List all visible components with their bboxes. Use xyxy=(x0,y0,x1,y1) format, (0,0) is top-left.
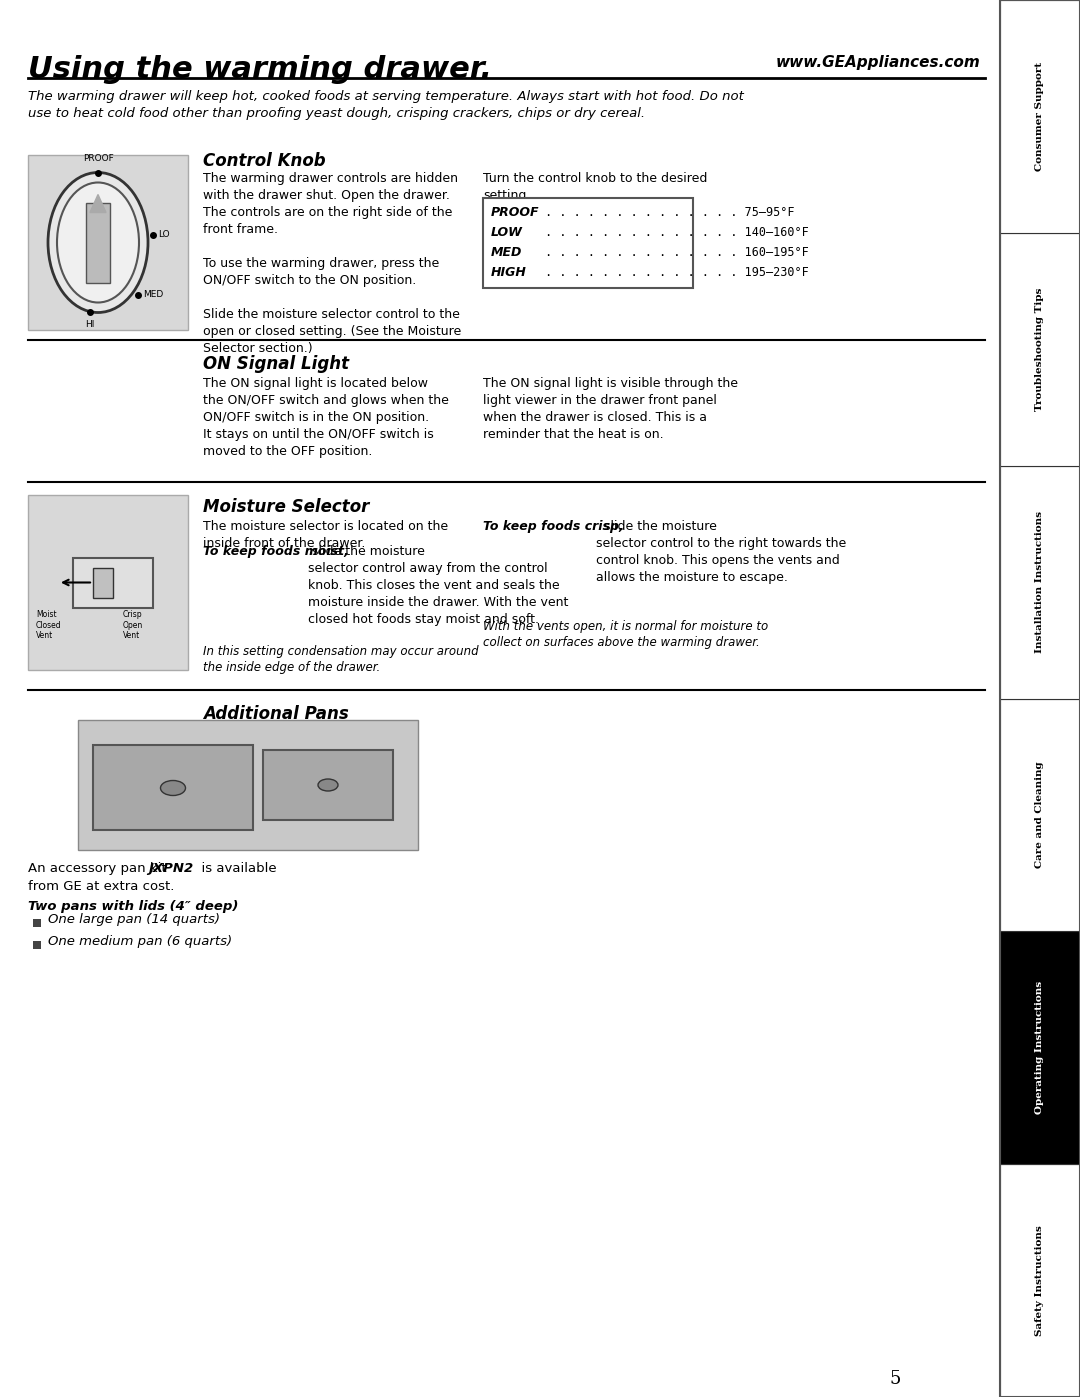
Text: Using the warming drawer.: Using the warming drawer. xyxy=(28,54,492,84)
Text: MED: MED xyxy=(143,291,163,299)
Text: ON Signal Light: ON Signal Light xyxy=(203,355,349,373)
Text: Operating Instructions: Operating Instructions xyxy=(1036,981,1044,1115)
Text: LO: LO xyxy=(158,231,170,239)
Text: is available: is available xyxy=(193,862,276,875)
Text: An accessory pan kit: An accessory pan kit xyxy=(28,862,171,875)
Text: Troubleshooting Tips: Troubleshooting Tips xyxy=(1036,288,1044,411)
Text: Control Knob: Control Knob xyxy=(203,152,326,170)
Text: Additional Pans: Additional Pans xyxy=(203,705,349,724)
Bar xyxy=(86,203,110,282)
Text: Care and Cleaning: Care and Cleaning xyxy=(1036,761,1044,868)
Text: LOW: LOW xyxy=(491,226,523,239)
Text: JXPN2: JXPN2 xyxy=(148,862,193,875)
Bar xyxy=(28,155,188,330)
Bar xyxy=(483,198,693,288)
Text: The warming drawer controls are hidden
with the drawer shut. Open the drawer.
Th: The warming drawer controls are hidden w… xyxy=(203,172,461,355)
Bar xyxy=(33,942,41,949)
Text: In this setting condensation may occur around
the inside edge of the drawer.: In this setting condensation may occur a… xyxy=(203,645,478,673)
Text: MED: MED xyxy=(491,246,523,260)
Text: slide the moisture
selector control to the right towards the
control knob. This : slide the moisture selector control to t… xyxy=(596,520,847,584)
Ellipse shape xyxy=(161,781,186,795)
Bar xyxy=(1000,0,1080,1397)
Text: HI: HI xyxy=(85,320,95,330)
Text: Two pans with lids (4″ deep): Two pans with lids (4″ deep) xyxy=(28,900,239,914)
Text: . . . . . . . . . . . . . . 195–230°F: . . . . . . . . . . . . . . 195–230°F xyxy=(538,267,809,279)
Text: The ON signal light is visible through the
light viewer in the drawer front pane: The ON signal light is visible through t… xyxy=(483,377,738,441)
Text: PROOF: PROOF xyxy=(83,154,113,163)
Text: HIGH: HIGH xyxy=(491,267,527,279)
Text: To keep foods moist,: To keep foods moist, xyxy=(203,545,349,557)
Bar xyxy=(1000,465,1080,698)
Bar xyxy=(1000,233,1080,465)
Ellipse shape xyxy=(48,172,148,313)
Text: One medium pan (6 quarts): One medium pan (6 quarts) xyxy=(48,936,232,949)
Text: Turn the control knob to the desired
setting.: Turn the control knob to the desired set… xyxy=(483,172,707,203)
Text: Safety Instructions: Safety Instructions xyxy=(1036,1225,1044,1336)
Ellipse shape xyxy=(318,780,338,791)
Text: One large pan (14 quarts): One large pan (14 quarts) xyxy=(48,914,220,926)
Bar xyxy=(28,495,188,671)
Text: The moisture selector is located on the
inside front of the drawer.: The moisture selector is located on the … xyxy=(203,520,448,550)
Bar xyxy=(1000,698,1080,932)
Bar xyxy=(1000,932,1080,1164)
Text: Moisture Selector: Moisture Selector xyxy=(203,497,369,515)
Bar xyxy=(78,719,418,849)
Text: Moist
Closed
Vent: Moist Closed Vent xyxy=(36,610,62,640)
Text: www.GEAppliances.com: www.GEAppliances.com xyxy=(775,54,980,70)
Text: With the vents open, it is normal for moisture to
collect on surfaces above the : With the vents open, it is normal for mo… xyxy=(483,620,768,650)
Bar xyxy=(73,557,153,608)
Text: . . . . . . . . . . . . . . 75–95°F: . . . . . . . . . . . . . . 75–95°F xyxy=(538,207,795,219)
Text: from GE at extra cost.: from GE at extra cost. xyxy=(28,880,174,893)
Text: To keep foods crisp,: To keep foods crisp, xyxy=(483,520,624,534)
Text: . . . . . . . . . . . . . . 140–160°F: . . . . . . . . . . . . . . 140–160°F xyxy=(538,226,809,239)
Text: 5: 5 xyxy=(889,1370,901,1389)
Text: PROOF: PROOF xyxy=(491,207,540,219)
Bar xyxy=(1000,0,1080,233)
Bar xyxy=(264,750,393,820)
Text: Crisp
Open
Vent: Crisp Open Vent xyxy=(123,610,144,640)
Text: Consumer Support: Consumer Support xyxy=(1036,61,1044,170)
Text: . . . . . . . . . . . . . . 160–195°F: . . . . . . . . . . . . . . 160–195°F xyxy=(538,246,809,260)
Bar xyxy=(33,919,41,928)
Text: The warming drawer will keep hot, cooked foods at serving temperature. Always st: The warming drawer will keep hot, cooked… xyxy=(28,89,744,120)
Ellipse shape xyxy=(57,183,139,303)
Bar xyxy=(93,745,253,830)
Polygon shape xyxy=(90,194,106,212)
Bar xyxy=(93,567,113,598)
Text: slide the moisture
selector control away from the control
knob. This closes the : slide the moisture selector control away… xyxy=(308,545,568,626)
Bar xyxy=(1000,1164,1080,1397)
Text: The ON signal light is located below
the ON/OFF switch and glows when the
ON/OFF: The ON signal light is located below the… xyxy=(203,377,449,458)
Text: Installation Instructions: Installation Instructions xyxy=(1036,511,1044,652)
